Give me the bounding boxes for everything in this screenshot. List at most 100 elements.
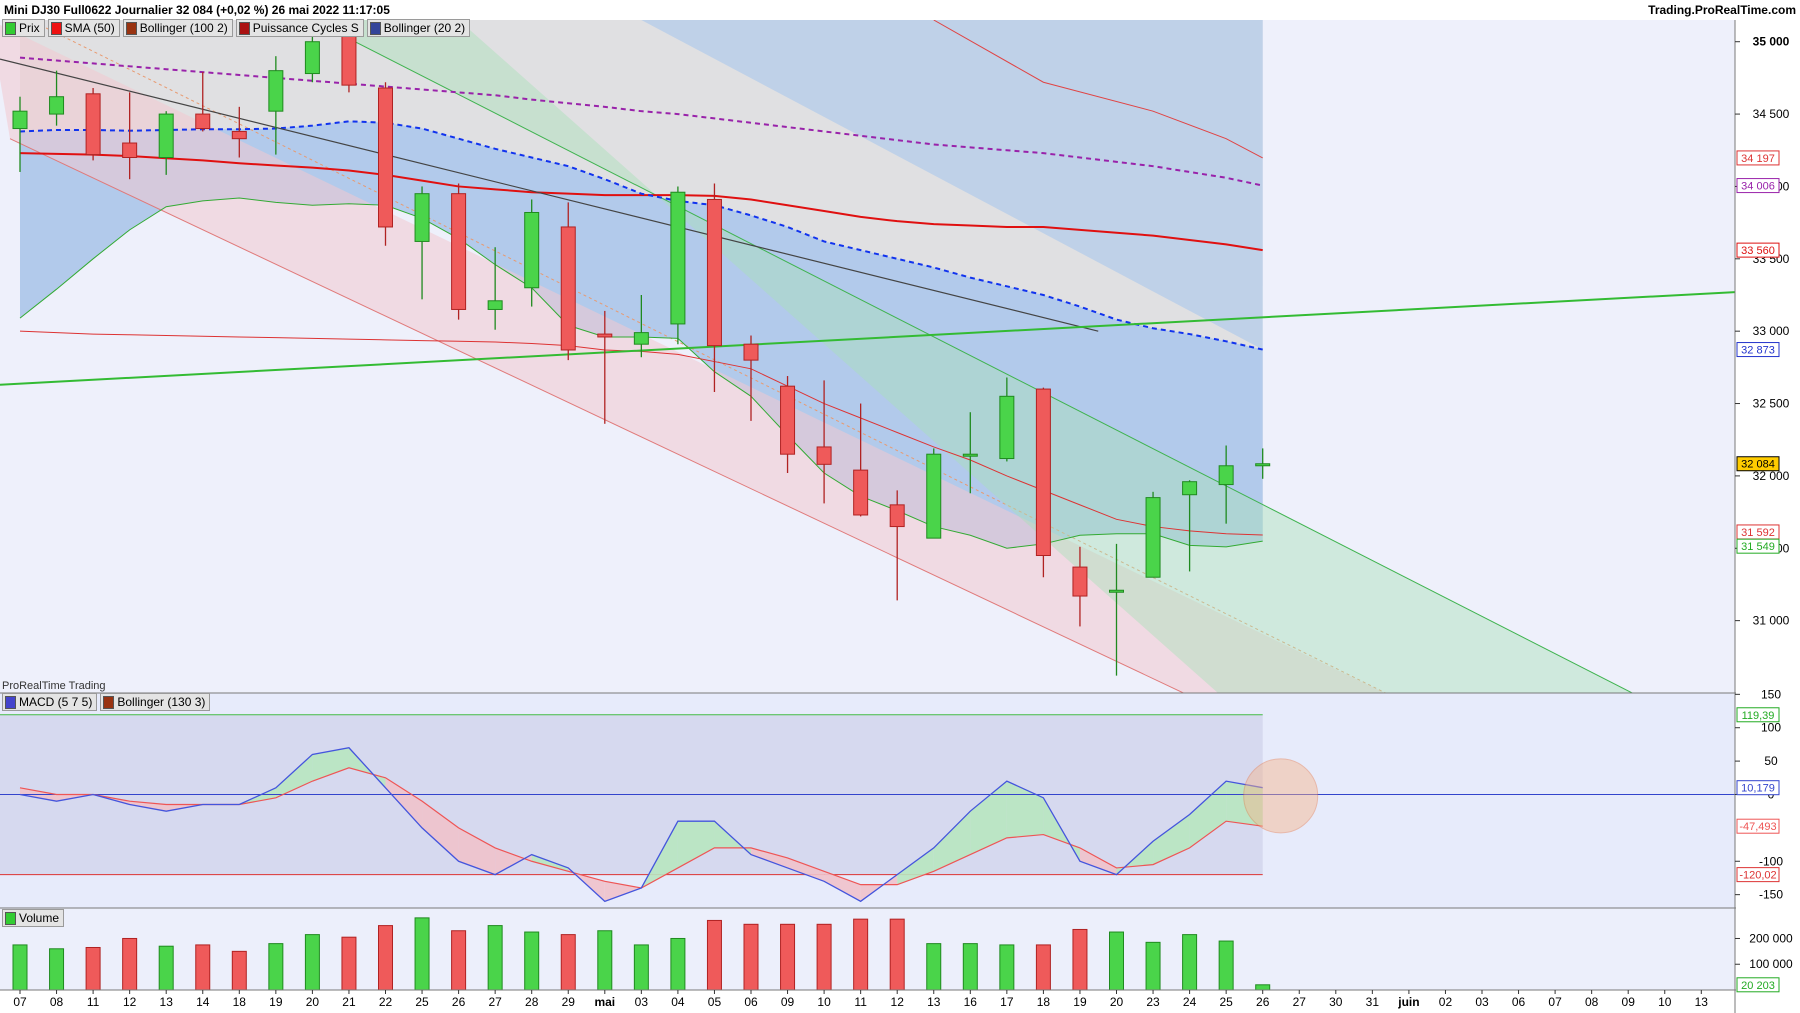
legend-macd[interactable]: MACD (5 7 5) (2, 693, 98, 711)
volume-bar (780, 923, 796, 991)
x-tick-label: 25 (415, 995, 429, 1009)
macd-tick-label: 50 (1764, 754, 1778, 768)
x-tick-label: 17 (1000, 995, 1014, 1009)
x-tick-label: 07 (13, 995, 27, 1009)
macd-histogram-fill (787, 857, 825, 882)
candle-body (304, 41, 320, 75)
x-tick-label: 20 (1110, 995, 1124, 1009)
candle-body (1072, 566, 1088, 597)
macd-plot (0, 714, 1735, 903)
macd-swatch-icon (5, 695, 16, 709)
x-tick-label: 13 (927, 995, 941, 1009)
candle-body (743, 343, 759, 361)
legend-price-label: Prix (19, 21, 40, 35)
x-tick-label: 14 (196, 995, 210, 1009)
volume-swatch-icon (5, 911, 16, 925)
x-tick-label: 16 (964, 995, 978, 1009)
bollinger100-swatch-icon (125, 21, 137, 35)
green-trend-line (0, 291, 1735, 386)
volume-bar (158, 945, 174, 991)
badge-volume-box (1736, 977, 1780, 993)
candle-body (816, 446, 832, 465)
volume-tick-label: 100 000 (1749, 957, 1793, 971)
macd-histogram-fill (751, 847, 788, 868)
x-tick-label: 26 (1256, 995, 1270, 1009)
x-tick-label: 22 (379, 995, 393, 1009)
badge-sma50: 33 560 (1741, 245, 1775, 257)
x-tick-label: 13 (160, 995, 174, 1009)
legend-bollinger100[interactable]: Bollinger (100 2) (122, 19, 233, 37)
x-tick-label: 11 (854, 995, 867, 1009)
macd-histogram-fill (970, 781, 1007, 855)
badge-boll20-lower-box (1736, 538, 1780, 554)
legend-bollinger130[interactable]: Bollinger (130 3) (100, 693, 211, 711)
x-tick-label: 19 (269, 995, 283, 1009)
price-swatch-icon (5, 21, 16, 35)
macd-histogram-fill (677, 821, 715, 868)
candle-body (12, 110, 28, 130)
x-tick-label: 09 (1622, 995, 1636, 1009)
volume-bar (853, 918, 869, 991)
volume-bar (85, 946, 101, 991)
legend-cycle-power[interactable]: Puissance Cycles S (235, 19, 364, 37)
candle-body (853, 469, 869, 516)
candle-body (706, 198, 722, 347)
badge-boll20-lower: 31 549 (1741, 541, 1775, 553)
x-tick-label: 12 (123, 995, 137, 1009)
highlight-circle (1243, 758, 1319, 834)
x-tick-label: 20 (306, 995, 320, 1009)
volume-bar (1109, 931, 1124, 991)
candle-body (633, 332, 649, 345)
legend-macd-label: MACD (5 7 5) (19, 695, 93, 709)
candle-body (1145, 497, 1161, 578)
legend-price[interactable]: Prix (2, 19, 45, 37)
cycle-power-swatch-icon (238, 21, 250, 35)
candle-body (341, 33, 357, 86)
volume-bar (304, 934, 320, 991)
x-tick-label: 19 (1073, 995, 1087, 1009)
x-tick-label: 25 (1219, 995, 1233, 1009)
candle-body (670, 191, 686, 325)
volume-bar (487, 925, 503, 991)
candle-body (1218, 465, 1234, 486)
volume-bar (524, 931, 540, 991)
x-tick-label: 03 (1475, 995, 1489, 1009)
candle-body (1182, 481, 1198, 496)
bollinger20-upper-line (19, 120, 1263, 351)
x-tick-label: 10 (1658, 995, 1672, 1009)
candle-body (451, 193, 467, 310)
sma50-line (19, 152, 1263, 252)
macd-tick-label: -100 (1759, 854, 1783, 868)
macd-tick-label: 100 (1761, 721, 1781, 735)
legend-bollinger20[interactable]: Bollinger (20 2) (366, 19, 471, 37)
badge-boll20-upper: 32 873 (1741, 345, 1775, 357)
x-tick-label: 06 (1512, 995, 1526, 1009)
volume-legend: Volume (2, 909, 65, 927)
legend-sma50[interactable]: SMA (50) (47, 19, 120, 37)
x-tick-label: 02 (1439, 995, 1453, 1009)
candle-body (195, 113, 211, 130)
badge-last-price: 32 084 (1741, 459, 1775, 471)
volume-bar (889, 918, 905, 991)
price-legend: Prix SMA (50) Bollinger (100 2) Puissanc… (2, 19, 471, 37)
badge-macd: 10,179 (1741, 783, 1775, 795)
volume-bar (122, 937, 138, 991)
badge-last-price-box (1736, 456, 1780, 472)
volume-bar (1182, 934, 1198, 991)
badge-macd-upper-box (1736, 707, 1780, 723)
candle-body (49, 96, 65, 115)
legend-volume[interactable]: Volume (2, 909, 65, 927)
x-tick-label: juin (1397, 995, 1419, 1009)
x-tick-label: 09 (781, 995, 795, 1009)
candle-body (926, 453, 942, 539)
volume-bar (1218, 940, 1234, 991)
candle-body (999, 395, 1015, 460)
macd-histogram-fill (897, 847, 934, 885)
sma50-swatch-icon (50, 21, 62, 35)
candle-body (524, 211, 540, 289)
bollinger130-swatch-icon (103, 695, 115, 709)
macd-histogram-fill (531, 854, 569, 872)
candle-body (560, 226, 576, 351)
macd-histogram-fill (458, 827, 496, 875)
